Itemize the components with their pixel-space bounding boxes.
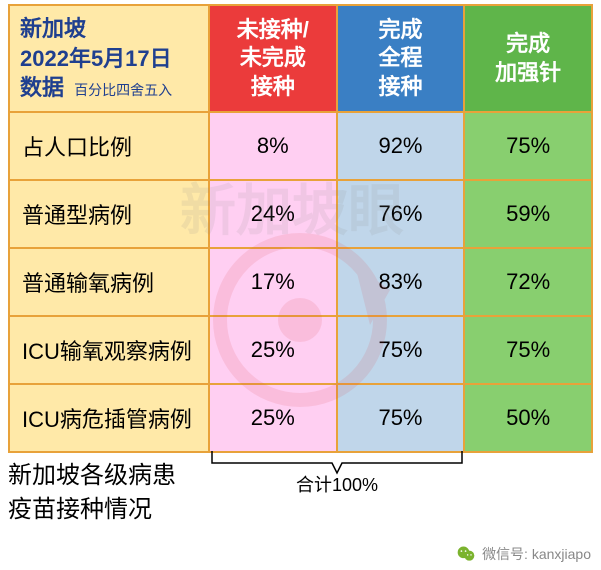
table-row: 普通型病例24%76%59%: [9, 180, 592, 248]
footer-area: 合计100% 新加坡各级病患 疫苗接种情况: [0, 453, 601, 526]
cell: 50%: [464, 384, 592, 452]
title-line3: 数据: [20, 75, 64, 100]
table-row: 普通输氧病例17%83%72%: [9, 248, 592, 316]
cell: 72%: [464, 248, 592, 316]
table-row: 占人口比例8%92%75%: [9, 112, 592, 180]
caption-line2: 疫苗接种情况: [8, 496, 152, 523]
cell: 17%: [209, 248, 337, 316]
table-row: ICU病危插管病例25%75%50%: [9, 384, 592, 452]
cell: 92%: [337, 112, 465, 180]
row-label: ICU病危插管病例: [9, 384, 209, 452]
cell: 24%: [209, 180, 337, 248]
vaccination-table: 新加坡 2022年5月17日 数据 百分比四舍五入 未接种/ 未完成 接种 完成…: [8, 4, 593, 453]
title-line1: 新加坡: [20, 16, 86, 41]
col-header-booster: 完成 加强针: [464, 5, 592, 112]
wechat-label: 微信号: kanxjiapo: [482, 544, 591, 564]
cell: 76%: [337, 180, 465, 248]
caption-line1: 新加坡各级病患: [8, 462, 176, 489]
col-header-unvaccinated: 未接种/ 未完成 接种: [209, 5, 337, 112]
cell: 75%: [337, 316, 465, 384]
wechat-icon: [456, 544, 476, 564]
cell: 75%: [464, 112, 592, 180]
cell: 25%: [209, 384, 337, 452]
row-label: 普通输氧病例: [9, 248, 209, 316]
cell: 8%: [209, 112, 337, 180]
row-label: 占人口比例: [9, 112, 209, 180]
title-line2: 2022年5月17日: [20, 46, 172, 71]
row-label: 普通型病例: [9, 180, 209, 248]
table-title-cell: 新加坡 2022年5月17日 数据 百分比四舍五入: [9, 5, 209, 112]
table-container: 新加坡 2022年5月17日 数据 百分比四舍五入 未接种/ 未完成 接种 完成…: [0, 0, 601, 453]
cell: 59%: [464, 180, 592, 248]
wechat-credit: 微信号: kanxjiapo: [456, 544, 591, 564]
row-label: ICU输氧观察病例: [9, 316, 209, 384]
cell: 25%: [209, 316, 337, 384]
col-header-fully-vaccinated: 完成 全程 接种: [337, 5, 465, 112]
cell: 75%: [337, 384, 465, 452]
table-row: ICU输氧观察病例25%75%75%: [9, 316, 592, 384]
table-body: 占人口比例8%92%75%普通型病例24%76%59%普通输氧病例17%83%7…: [9, 112, 592, 452]
sum-label: 合计100%: [208, 471, 466, 497]
title-note: 百分比四舍五入: [74, 82, 172, 98]
cell: 83%: [337, 248, 465, 316]
cell: 75%: [464, 316, 592, 384]
